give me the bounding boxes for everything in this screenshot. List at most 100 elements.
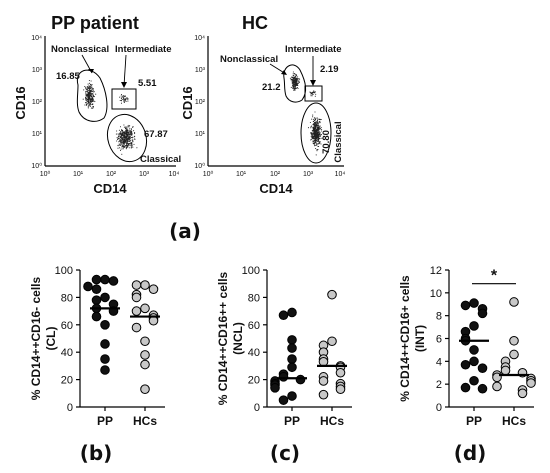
event-dot-intermediate: [122, 96, 125, 98]
event-dot-nonclassical: [295, 79, 297, 81]
event-dot-classical: [315, 132, 317, 135]
event-dot-classical: [316, 124, 318, 127]
data-point-hcs: [335, 367, 346, 378]
event-dot-nonclassical: [87, 86, 89, 88]
event-dot-classical: [118, 129, 120, 131]
event-dot-classical: [314, 124, 316, 127]
event-dot-nonclassical: [86, 87, 89, 89]
data-point-pp: [469, 345, 479, 355]
flow-ytick-pp-1: 10¹: [32, 131, 43, 138]
event-dot-nonclassical: [297, 76, 299, 78]
event-dot-nonclassical: [295, 83, 297, 85]
flow-ytick-pp-3: 10³: [32, 67, 43, 74]
event-dot-classical: [319, 136, 321, 138]
event-dot-classical: [125, 138, 127, 140]
event-dot-classical: [126, 139, 128, 141]
event-dot-classical: [129, 133, 131, 135]
event-dot-classical: [131, 134, 133, 136]
event-dot-classical: [310, 135, 312, 137]
event-dot-nonclassical: [92, 92, 94, 95]
event-dot-classical: [120, 143, 122, 145]
event-dot-nonclassical: [294, 89, 296, 91]
event-dot-classical: [320, 126, 322, 129]
event-dot-classical: [314, 143, 316, 145]
flow-xtick-hc-2: 10²: [270, 171, 281, 178]
event-dot-nonclassical: [296, 75, 298, 77]
event-dot-classical: [127, 139, 129, 141]
event-dot-classical: [127, 137, 130, 139]
event-dot-intermediate: [312, 93, 314, 96]
arrowhead-nonclassical-pp: [88, 69, 94, 73]
ytick-label: 4: [436, 356, 442, 368]
event-dot-nonclassical: [86, 94, 88, 96]
data-point-pp: [477, 363, 488, 373]
event-dot-classical: [121, 143, 123, 145]
event-dot-classical: [119, 149, 122, 152]
event-dot-classical: [119, 147, 121, 149]
event-dot-nonclassical: [91, 100, 93, 103]
event-dot-classical: [120, 148, 122, 150]
event-dot-nonclassical: [293, 89, 295, 91]
event-dot-nonclassical: [88, 92, 90, 94]
event-dot-nonclassical: [293, 83, 295, 85]
event-dot-nonclassical: [84, 102, 87, 104]
event-dot-classical: [130, 129, 132, 131]
event-dot-nonclassical: [295, 73, 297, 75]
event-dot-nonclassical: [292, 79, 294, 82]
data-point-pp: [469, 356, 479, 367]
data-point-pp: [287, 343, 297, 353]
event-dot-classical: [317, 130, 319, 132]
x-category-label: PP: [466, 414, 482, 428]
event-dot-intermediate: [120, 94, 123, 96]
event-dot-nonclassical: [295, 76, 297, 78]
ytick-label: 20: [61, 375, 73, 387]
event-dot-classical: [121, 133, 123, 136]
event-dot-nonclassical: [93, 96, 95, 98]
event-dot-nonclassical: [92, 95, 94, 97]
event-dot-classical: [315, 144, 317, 146]
event-dot-intermediate: [312, 91, 314, 93]
event-dot-intermediate: [120, 95, 122, 97]
event-dot-nonclassical: [86, 103, 88, 105]
event-dot-nonclassical: [293, 82, 295, 84]
event-dot-classical: [127, 130, 129, 132]
event-dot-classical: [311, 135, 314, 137]
event-dot-classical: [127, 124, 129, 126]
event-dot-classical: [120, 137, 123, 139]
event-dot-nonclassical: [291, 77, 293, 79]
event-dot-nonclassical: [87, 94, 89, 96]
flow-xtick-hc-0: 10⁰: [203, 170, 214, 178]
event-dot-classical: [129, 131, 131, 133]
data-point-pp: [91, 295, 102, 305]
event-dot-classical: [126, 135, 128, 137]
event-dot-classical: [126, 141, 128, 143]
event-dot-intermediate: [123, 99, 125, 101]
event-dot-classical: [312, 131, 314, 133]
flow-xtick-hc-4: 10⁴: [335, 171, 346, 178]
event-dot-classical: [310, 127, 312, 129]
panel-label-a: (a): [169, 219, 201, 243]
flow-events-hc: [289, 71, 323, 156]
event-dot-classical: [314, 127, 316, 130]
event-dot-classical: [124, 136, 126, 138]
event-dot-classical: [310, 126, 312, 128]
event-dot-classical: [131, 130, 133, 132]
event-dot-nonclassical: [87, 97, 89, 99]
event-dot-classical: [318, 133, 320, 135]
event-dot-classical: [313, 117, 315, 119]
event-dot-classical: [117, 135, 119, 137]
event-dot-classical: [316, 150, 318, 152]
event-dot-intermediate: [123, 101, 125, 103]
data-point-hcs: [335, 384, 346, 394]
event-dot-nonclassical: [91, 107, 93, 109]
event-dot-classical: [128, 126, 130, 128]
data-point-pp: [100, 292, 110, 303]
event-dot-classical: [132, 140, 134, 142]
event-dot-classical: [121, 138, 123, 140]
event-dot-nonclassical: [293, 81, 296, 83]
event-dot-classical: [125, 136, 127, 138]
event-dot-classical: [312, 133, 314, 135]
data-point-hcs: [131, 322, 142, 333]
event-dot-classical: [121, 146, 123, 148]
event-dot-classical: [128, 143, 130, 145]
